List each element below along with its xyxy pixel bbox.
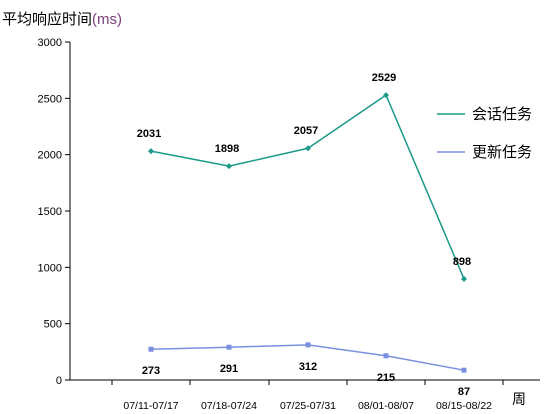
data-label: 215: [377, 372, 395, 384]
data-point: [305, 145, 311, 152]
series-2: 273 291 312 215 87: [142, 342, 470, 398]
y-ticks: 0 500 1000 1500 2000 2500 3000: [38, 37, 70, 387]
data-label: 2031: [137, 128, 161, 140]
series-1: 2031 1898 2057 2529 898: [137, 72, 471, 282]
data-point: [383, 353, 389, 359]
y-tick-label: 2000: [38, 150, 62, 162]
y-tick-label: 3000: [38, 37, 62, 49]
data-point: [148, 346, 154, 352]
data-label: 312: [299, 361, 317, 373]
data-label: 87: [458, 386, 470, 398]
y-axis-label: 平均响应时间: [2, 10, 92, 28]
series-line: [150, 93, 465, 280]
x-axis-title: 周: [512, 392, 526, 408]
data-point: [148, 148, 154, 155]
y-tick-label: 500: [44, 319, 62, 331]
data-label: 1898: [215, 143, 239, 155]
data-point: [461, 275, 467, 282]
x-tick-label: 07/18-07/24: [201, 400, 257, 412]
y-axis-unit: (ms): [92, 11, 122, 28]
data-label: 2057: [294, 125, 318, 137]
x-tick-label: 08/15-08/22: [436, 400, 492, 412]
series-layer: 2031 1898 2057 2529 898 273 291 312 215 87: [137, 72, 471, 398]
x-tick-label: 08/01-08/07: [358, 400, 414, 412]
data-label: 291: [220, 363, 238, 375]
y-tick-label: 0: [56, 375, 62, 387]
data-point: [461, 367, 467, 373]
data-point: [305, 342, 311, 348]
data-point: [226, 344, 232, 350]
data-label: 898: [453, 256, 471, 268]
axes: [69, 42, 540, 381]
data-label: 2529: [372, 72, 396, 84]
y-tick-label: 1500: [38, 206, 62, 218]
legend-label: 会话任务: [472, 105, 532, 123]
y-axis-title: 平均响应时间(ms): [2, 10, 122, 28]
svg-text:平均响应时间(ms): 平均响应时间(ms): [2, 10, 122, 28]
x-ticks: 07/11-07/17 07/18-07/24 07/25-07/31 08/01-0…: [111, 380, 504, 412]
x-tick-label: 07/11-07/17: [123, 400, 178, 412]
y-tick-label: 2500: [38, 93, 62, 105]
data-point: [226, 163, 232, 170]
legend-label: 更新任务: [472, 143, 532, 161]
data-label: 273: [142, 365, 160, 377]
y-tick-label: 1000: [38, 262, 62, 274]
x-tick-label: 07/25-07/31: [280, 400, 336, 412]
data-point: [383, 92, 389, 99]
